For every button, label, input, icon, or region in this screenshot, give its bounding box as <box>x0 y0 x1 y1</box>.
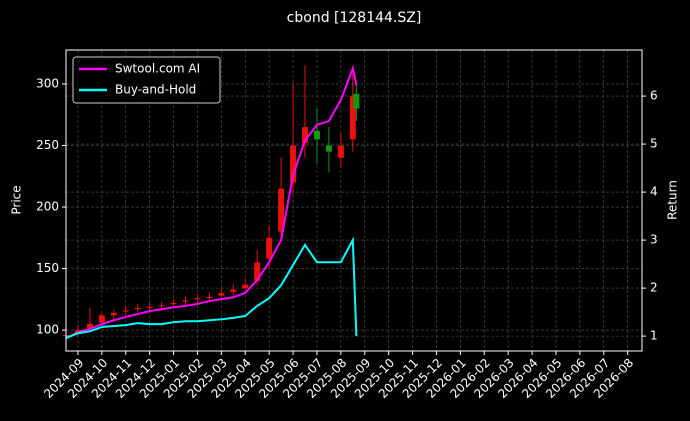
candle-body <box>122 310 129 312</box>
y2-tick-label: 5 <box>650 137 658 151</box>
candle-body <box>337 145 344 158</box>
candle-body <box>206 296 213 299</box>
candle-body <box>218 293 225 296</box>
candle-body <box>158 305 165 307</box>
y-tick-label: 150 <box>36 261 59 275</box>
candle-body <box>254 262 261 281</box>
candle-body <box>313 130 320 140</box>
candle-body <box>110 312 117 316</box>
series-line <box>65 236 358 339</box>
candle-body <box>194 298 201 300</box>
legend-label: Swtool.com AI <box>115 62 200 76</box>
candle-body <box>266 237 273 259</box>
candle-body <box>349 96 356 140</box>
y-axis-label: Price <box>10 185 24 214</box>
candle-body <box>134 307 141 310</box>
y2-tick-label: 6 <box>650 89 658 103</box>
candle-body <box>170 303 177 305</box>
candle-body <box>353 93 360 109</box>
candle-body <box>278 188 285 232</box>
candle-body <box>325 145 332 152</box>
y2-axis-label: Return <box>666 180 680 220</box>
candle-body <box>230 289 237 292</box>
candle-body <box>242 284 249 289</box>
y-tick-label: 100 <box>36 323 59 337</box>
candle-body <box>86 323 93 329</box>
y2-tick-label: 3 <box>650 233 658 247</box>
y-tick-label: 250 <box>36 138 59 152</box>
y2-tick-label: 4 <box>650 185 658 199</box>
candle-body <box>182 300 189 302</box>
candle-body <box>146 306 153 308</box>
y2-tick-label: 2 <box>650 281 658 295</box>
series-line <box>65 64 358 339</box>
legend-box <box>72 56 221 104</box>
y2-tick-label: 1 <box>650 329 658 343</box>
plot-frame <box>65 49 643 352</box>
chart-title: cbond [128144.SZ] <box>287 10 422 26</box>
candle-body <box>98 315 105 323</box>
candle-body <box>290 145 297 183</box>
y-tick-label: 200 <box>36 200 59 214</box>
y-tick-label: 300 <box>36 76 59 90</box>
candle-body <box>302 127 309 144</box>
legend-label: Buy-and-Hold <box>115 83 196 97</box>
